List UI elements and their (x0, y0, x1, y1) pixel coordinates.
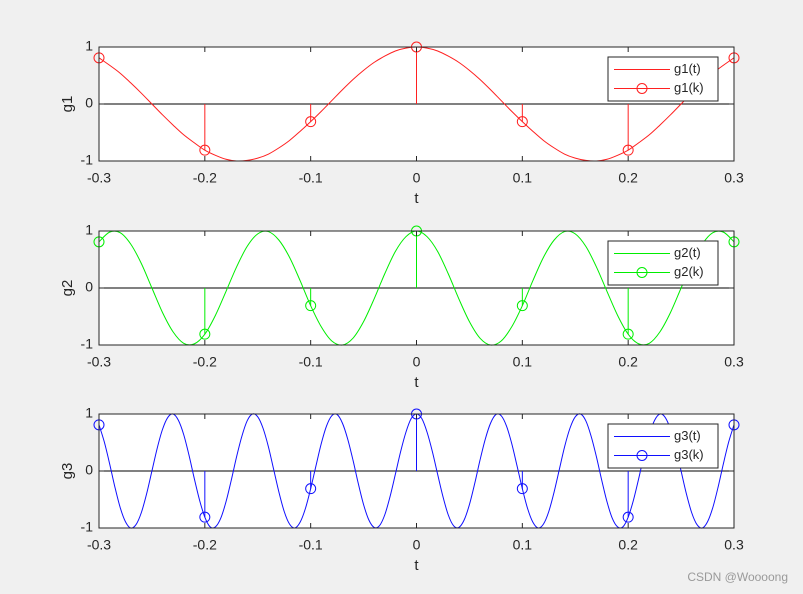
x-tick-label: 0.3 (724, 537, 744, 553)
x-tick-label: -0.2 (193, 170, 217, 186)
stem-marker (622, 511, 634, 523)
x-tick-label: -0.1 (299, 537, 323, 553)
stem-marker (305, 116, 317, 128)
stem-marker (516, 300, 528, 312)
legend-label: g2(t) (674, 245, 701, 260)
y-tick-label: -1 (81, 152, 94, 168)
legend-label: g3(k) (674, 447, 704, 462)
stem-marker (199, 328, 211, 340)
x-tick-label: -0.3 (87, 537, 111, 553)
stem-marker (516, 116, 528, 128)
stem-marker (516, 483, 528, 495)
x-tick-label: -0.3 (87, 170, 111, 186)
watermark: CSDN @Woooong (687, 570, 788, 584)
y-tick-label: 0 (85, 95, 93, 111)
x-tick-label: 0 (413, 537, 421, 553)
y-tick-label: -1 (81, 519, 94, 535)
x-tick-label: 0.2 (618, 537, 638, 553)
legend-marker (636, 267, 648, 278)
x-tick-label: -0.1 (299, 170, 323, 186)
legend: g2(t) g2(k) (607, 240, 719, 286)
y-tick-label: 1 (85, 222, 93, 238)
x-tick-label: 0 (413, 170, 421, 186)
legend: g1(t) g1(k) (607, 56, 719, 102)
legend-marker (636, 450, 648, 461)
y-axis-label: g3 (59, 463, 76, 480)
x-tick-label: 0.1 (513, 170, 533, 186)
x-tick-label: -0.2 (193, 354, 217, 370)
legend-label: g1(t) (674, 61, 701, 76)
y-tick-label: 0 (85, 279, 93, 295)
y-tick-label: 1 (85, 405, 93, 421)
x-tick-label: 0.3 (724, 354, 744, 370)
x-tick-label: 0 (413, 354, 421, 370)
subplot: -0.3 -0.2 -0.1 0 0.1 0.2 0.3 -1 0 1 t g2 g2(t) g2(k) (59, 222, 744, 391)
stem-marker (199, 511, 211, 523)
subplot: -0.3 -0.2 -0.1 0 0.1 0.2 0.3 -1 0 1 t g1 g1(t) g1(k) (59, 38, 744, 207)
x-tick-label: 0.2 (618, 170, 638, 186)
y-tick-label: 1 (85, 38, 93, 54)
legend: g3(t) g3(k) (607, 423, 719, 469)
x-tick-label: -0.3 (87, 354, 111, 370)
x-tick-label: -0.1 (299, 354, 323, 370)
x-tick-label: 0.3 (724, 170, 744, 186)
stem-marker (622, 328, 634, 340)
x-tick-label: -0.2 (193, 537, 217, 553)
stem-marker (622, 144, 634, 156)
stem-marker (305, 300, 317, 312)
stem-marker (199, 144, 211, 156)
y-axis-label: g2 (59, 280, 76, 297)
x-axis-label: t (414, 374, 419, 391)
y-tick-label: 0 (85, 462, 93, 478)
legend-box (607, 56, 719, 102)
legend-label: g2(k) (674, 264, 704, 279)
y-axis-label: g1 (59, 96, 76, 113)
legend-box (607, 240, 719, 286)
subplot: -0.3 -0.2 -0.1 0 0.1 0.2 0.3 -1 0 1 t g3 g3(t) g3(k) (59, 405, 744, 574)
legend-label: g3(t) (674, 428, 701, 443)
x-tick-label: 0.2 (618, 354, 638, 370)
x-axis-label: t (414, 190, 419, 207)
legend-marker (636, 83, 648, 94)
stem-marker (305, 483, 317, 495)
legend-box (607, 423, 719, 469)
x-axis-label: t (414, 557, 419, 574)
legend-label: g1(k) (674, 80, 704, 95)
x-tick-label: 0.1 (513, 354, 533, 370)
x-tick-label: 0.1 (513, 537, 533, 553)
y-tick-label: -1 (81, 336, 94, 352)
